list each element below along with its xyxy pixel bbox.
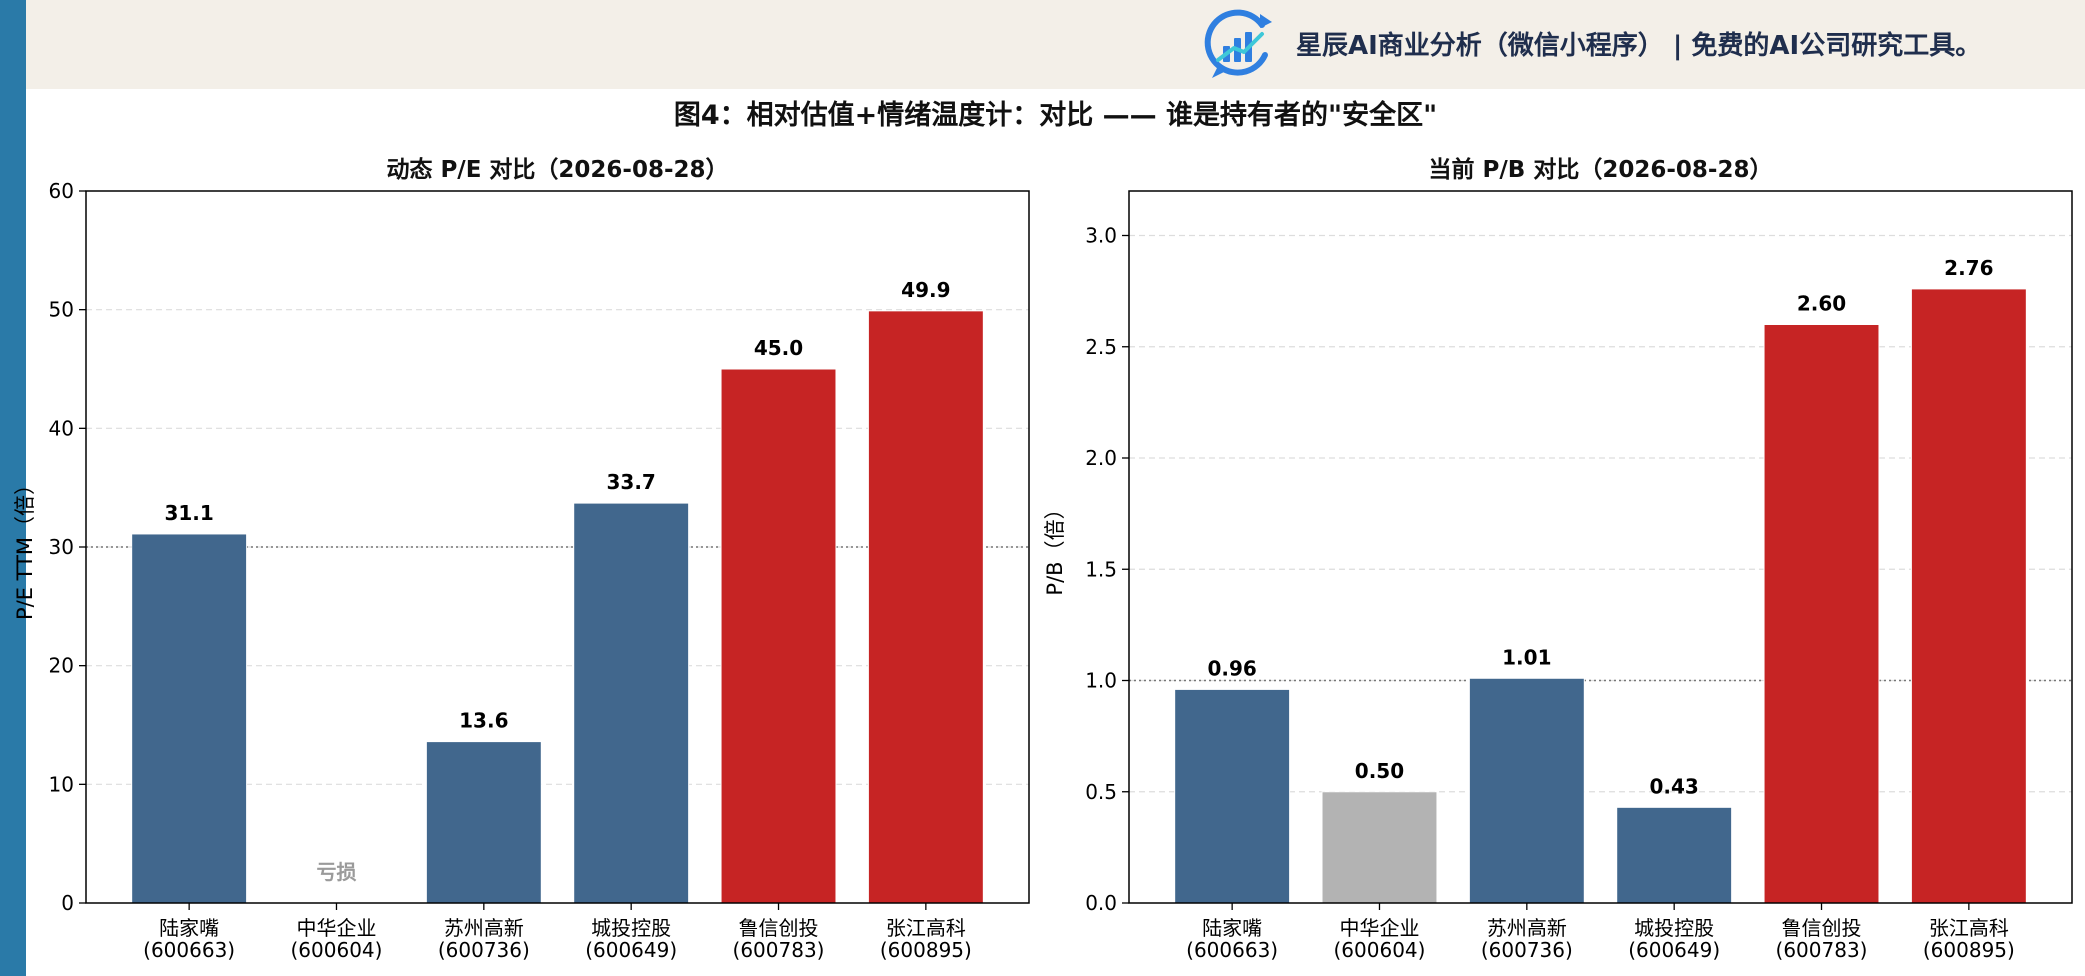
pb-x-tick-label: (600663) (1186, 938, 1278, 962)
pb-y-tick-label: 0.0 (1085, 891, 1117, 915)
pe-plot-frame (85, 190, 1030, 904)
pe-data-label: 亏损 (316, 860, 356, 884)
pb-x-tick-label: (600783) (1776, 938, 1868, 962)
pe-bar (573, 502, 690, 904)
pb-y-tick-label: 3.0 (1085, 224, 1117, 248)
pe-x-tick-label: (600604) (291, 938, 383, 962)
pb-y-tick-label: 0.5 (1085, 780, 1117, 804)
pb-bar (1616, 806, 1733, 904)
brand-slogan: 星辰AI商业分析（微信小程序） | 免费的AI公司研究工具。 (1296, 31, 1982, 61)
pb-x-tick-label: 鲁信创投 (1782, 916, 1862, 940)
pe-y-tick-label: 50 (49, 298, 74, 322)
pb-x-tick-label: 苏州高新 (1487, 916, 1567, 940)
pe-bar (425, 741, 542, 904)
pe-x-tick-label: 张江高科 (886, 916, 966, 940)
pb-y-tick-label: 1.0 (1085, 669, 1117, 693)
pe-data-label: 31.1 (164, 501, 213, 525)
pe-bar (867, 310, 984, 904)
pb-data-label: 0.50 (1355, 759, 1404, 783)
pb-data-label: 2.76 (1944, 256, 1993, 280)
left-accent-strip (0, 0, 26, 976)
pe-y-tick-label: 0 (61, 891, 74, 915)
pb-x-tick-label: 陆家嘴 (1202, 916, 1262, 940)
pb-x-tick-label: (600604) (1334, 938, 1426, 962)
pe-y-tick-label: 40 (49, 416, 74, 440)
pe-x-tick-label: 苏州高新 (444, 916, 524, 940)
pe-y-tick-label: 20 (49, 654, 74, 678)
pe-x-tick-label: (600895) (880, 938, 972, 962)
pb-bar (1763, 324, 1880, 904)
pe-data-label: 49.9 (901, 278, 950, 302)
pe-x-tick-label: 中华企业 (296, 916, 376, 940)
pb-data-label: 0.43 (1649, 774, 1698, 798)
pe-x-tick-label: 鲁信创投 (739, 916, 819, 940)
header-band (26, 0, 2085, 89)
pe-x-tick-label: (600736) (438, 938, 530, 962)
pb-bar (1468, 677, 1585, 904)
pb-y-tick-label: 2.0 (1085, 446, 1117, 470)
pb-x-tick-label: 城投控股 (1634, 916, 1714, 940)
pb-x-tick-label: (600895) (1923, 938, 2015, 962)
pb-bar (1321, 791, 1438, 904)
pb-chart-title: 当前 P/B 对比（2026-08-28） (1428, 157, 1773, 183)
pb-data-label: 2.60 (1797, 292, 1846, 316)
pe-x-tick-label: (600663) (143, 938, 235, 962)
pe-bar (720, 368, 837, 904)
pe-x-tick-label: (600783) (733, 938, 825, 962)
pe-y-axis-label: P/E TTM（倍） (13, 474, 37, 620)
pb-data-label: 0.96 (1207, 656, 1256, 680)
pe-x-tick-label: (600649) (585, 938, 677, 962)
pb-plot-frame (1128, 190, 2073, 904)
pe-data-label: 33.7 (606, 470, 655, 494)
pb-x-tick-label: (600649) (1628, 938, 1720, 962)
pb-bar (1910, 288, 2027, 904)
pb-data-label: 1.01 (1502, 645, 1551, 669)
pb-x-tick-label: 中华企业 (1339, 916, 1419, 940)
chart-main-title: 图4：相对估值+情绪温度计：对比 —— 谁是持有者的"安全区" (673, 100, 1438, 131)
pb-x-tick-label: 张江高科 (1929, 916, 2009, 940)
pb-x-tick-label: (600736) (1481, 938, 1573, 962)
pe-data-label: 45.0 (754, 336, 803, 360)
pb-y-axis-label: P/B（倍） (1043, 498, 1067, 595)
pe-x-tick-label: 陆家嘴 (159, 916, 219, 940)
pb-y-tick-label: 1.5 (1085, 557, 1117, 581)
pe-y-tick-label: 60 (49, 179, 74, 203)
pb-bar (1174, 688, 1291, 904)
pb-y-tick-label: 2.5 (1085, 335, 1117, 359)
pe-y-tick-label: 10 (49, 772, 74, 796)
bar-chart-growth-logo-icon (1204, 9, 1272, 78)
pe-y-tick-label: 30 (49, 535, 74, 559)
pe-x-tick-label: 城投控股 (591, 916, 671, 940)
pe-data-label: 13.6 (459, 709, 508, 733)
pe-bar (131, 533, 248, 904)
pe-chart-title: 动态 P/E 对比（2026-08-28） (386, 157, 729, 183)
